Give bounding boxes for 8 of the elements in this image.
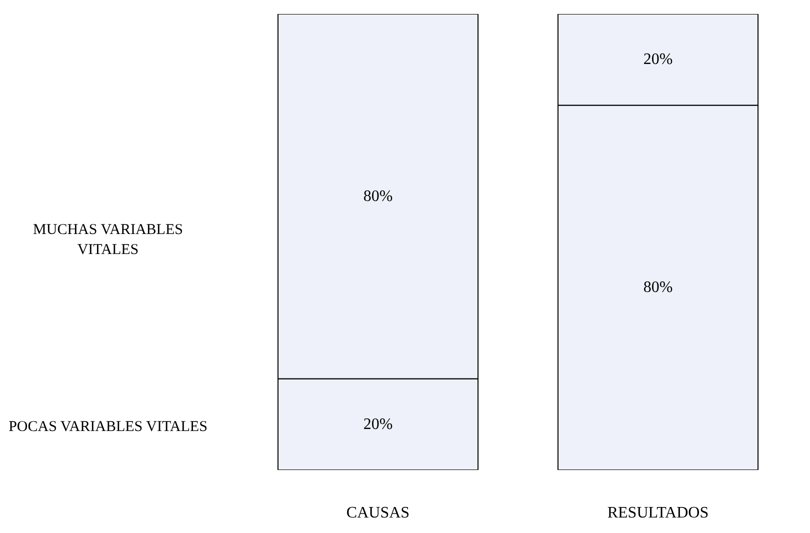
data-label: 80%: [643, 279, 673, 296]
data-label: 20%: [363, 416, 393, 433]
data-label: 80%: [363, 188, 393, 205]
x-tick-label: CAUSAS: [346, 504, 410, 522]
text: MUCHAS VARIABLES VITALES: [32, 221, 184, 260]
text: POCAS VARIABLES VITALES: [8, 418, 208, 437]
x-tick-label: RESULTADOS: [607, 504, 709, 522]
data-label: 20%: [643, 51, 673, 68]
